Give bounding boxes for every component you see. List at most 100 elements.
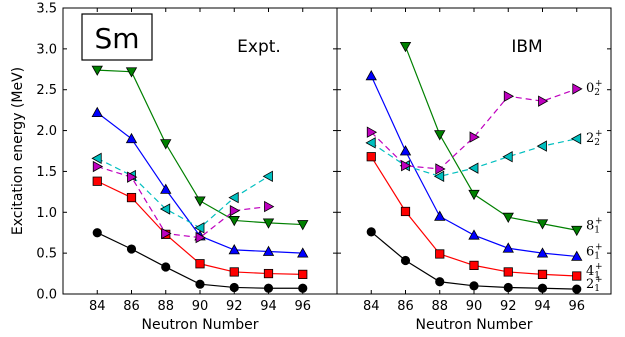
y-tick-label: 3.0 [36, 42, 57, 57]
series-2-2 [365, 133, 582, 183]
data-point [365, 69, 377, 81]
y-tick-label: 0.0 [36, 288, 57, 303]
data-point [160, 139, 172, 150]
x-tick-label: 84 [89, 299, 106, 314]
data-point [502, 151, 513, 163]
data-point [229, 267, 239, 277]
x-tick-label: 96 [568, 299, 585, 314]
data-point [536, 140, 547, 152]
data-point [400, 206, 411, 217]
series-8-1 [399, 42, 583, 237]
panel-ibm: 84 86 88 90 92 94 96 Neutron Number IBM [336, 7, 612, 333]
level-label-0-2: 02+ [586, 79, 603, 98]
data-point [262, 218, 275, 229]
data-point [92, 228, 102, 238]
data-point [159, 203, 171, 215]
panel-label: IBM [511, 37, 542, 57]
data-point [92, 160, 104, 173]
data-point [538, 95, 549, 107]
data-point [401, 160, 412, 172]
data-point [298, 283, 308, 293]
data-point [469, 281, 479, 291]
x-tick-label: 86 [123, 299, 140, 314]
series-line [404, 46, 577, 231]
y-tick-label: 2.5 [36, 83, 57, 98]
x-axis-label: Neutron Number [141, 317, 258, 333]
x-tick-label: 86 [397, 299, 414, 314]
data-point [228, 216, 240, 227]
panel-label: Expt. [237, 37, 281, 57]
data-point [433, 170, 445, 183]
data-point [262, 245, 275, 256]
data-point [570, 133, 582, 145]
data-point [536, 219, 549, 230]
data-point [502, 242, 514, 253]
series-2-1 [92, 228, 308, 293]
x-tick-label: 94 [260, 299, 277, 314]
data-point [435, 249, 445, 259]
x-tick-label: 94 [534, 299, 551, 314]
x-axis-label: Neutron Number [415, 317, 532, 333]
y-tick-label: 0.5 [36, 247, 57, 262]
data-point [537, 269, 548, 279]
element-label: Sm [94, 22, 139, 55]
data-point [503, 282, 513, 293]
axes-frame [336, 7, 612, 295]
data-point [468, 189, 480, 201]
level-label-6-1: 61+ [586, 243, 603, 262]
x-tick-label: 88 [157, 299, 174, 314]
series-0-2 [92, 160, 275, 244]
panel-expt: 84 86 88 90 92 94 96 0.0 0.5 1.0 1.5 2.0 2.5 3.0 3.5 Ne… [36, 2, 338, 333]
x-tick-label: 84 [363, 299, 380, 314]
data-point [195, 259, 205, 269]
series-8-1 [91, 65, 309, 231]
data-point [435, 277, 445, 287]
data-point [365, 137, 376, 149]
data-point [195, 231, 206, 244]
data-point [228, 191, 239, 204]
series-line [97, 165, 269, 239]
data-point [400, 255, 411, 266]
data-point [161, 262, 171, 272]
element-label-box [81, 13, 153, 61]
data-point [125, 67, 138, 78]
data-point [503, 90, 515, 102]
data-point [536, 247, 549, 258]
data-point [537, 283, 548, 293]
data-point [126, 244, 137, 254]
level-label-2-1: 21+ [586, 275, 603, 294]
data-point [366, 152, 376, 162]
data-point [160, 183, 172, 194]
data-point [366, 227, 376, 237]
data-point [229, 204, 241, 217]
data-point [125, 132, 138, 144]
data-point [126, 192, 137, 203]
series-2-2 [91, 152, 273, 234]
data-point [434, 210, 446, 221]
data-point [468, 229, 480, 240]
data-point [229, 282, 239, 293]
data-point [502, 212, 514, 224]
x-tick-label: 88 [431, 299, 448, 314]
data-point [228, 244, 240, 255]
y-tick-label: 1.5 [36, 165, 57, 180]
data-point [264, 200, 275, 213]
data-point [263, 268, 274, 279]
data-point [399, 42, 412, 53]
data-point [91, 65, 103, 76]
data-point [572, 83, 583, 95]
series-6-1 [365, 69, 583, 261]
data-point [262, 170, 273, 183]
series-0-2 [366, 83, 583, 175]
data-point [366, 126, 378, 138]
y-axis-label: Excitation energy (MeV) [10, 67, 26, 235]
level-label-2-2: 22+ [586, 129, 603, 148]
data-point [92, 176, 102, 186]
data-point [434, 130, 446, 141]
data-point [297, 220, 309, 231]
data-point [435, 163, 446, 175]
data-point [503, 267, 513, 277]
x-tick-label: 90 [466, 299, 483, 314]
data-point [91, 152, 102, 165]
